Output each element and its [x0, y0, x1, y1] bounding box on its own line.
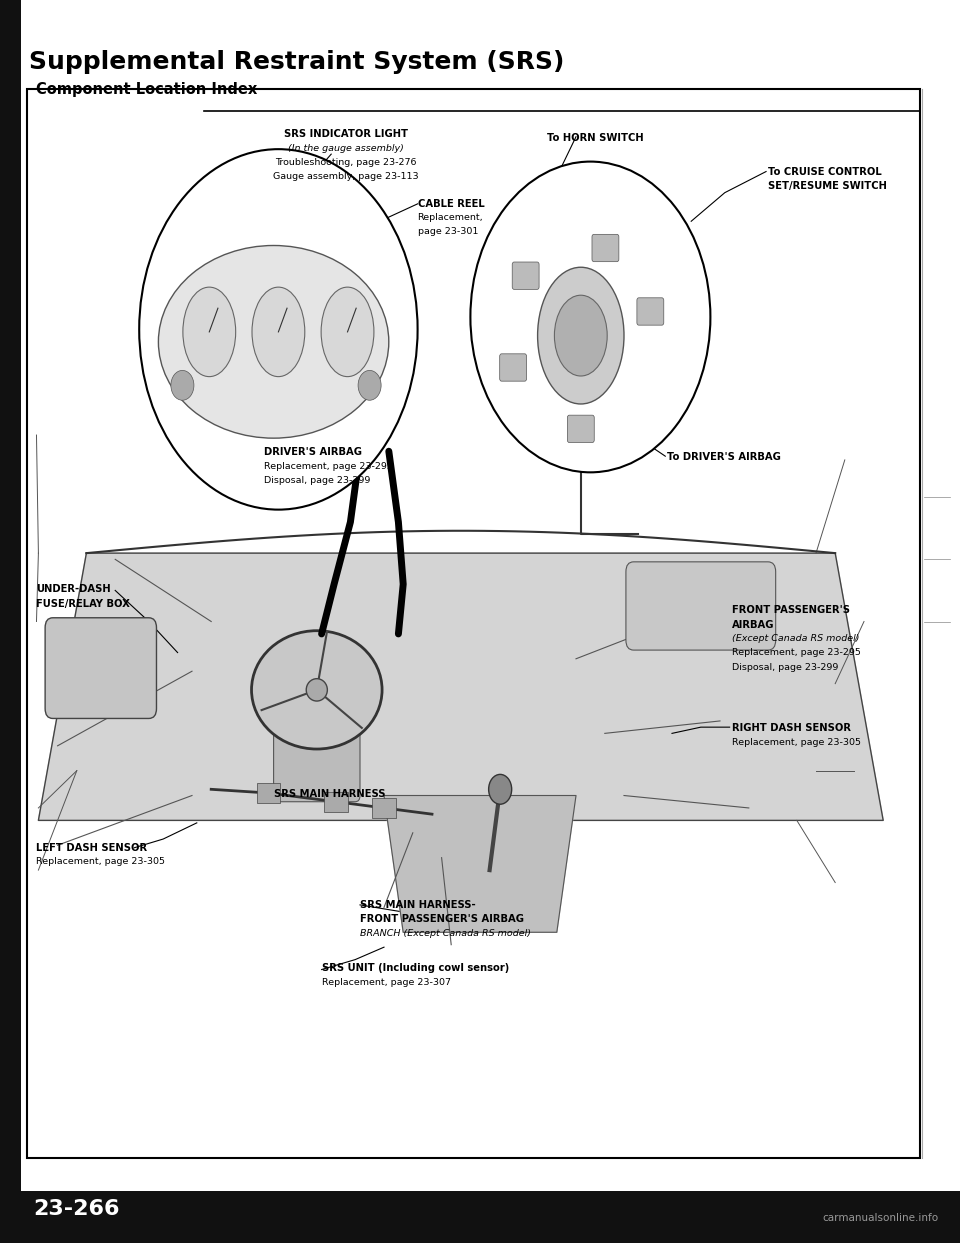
Text: AIRBAG: AIRBAG: [732, 620, 774, 630]
Text: Disposal, page 23-299: Disposal, page 23-299: [732, 663, 838, 671]
Circle shape: [470, 162, 710, 472]
Text: (Except Canada RS model): (Except Canada RS model): [732, 634, 859, 643]
Text: LEFT DASH SENSOR: LEFT DASH SENSOR: [36, 843, 148, 853]
FancyBboxPatch shape: [567, 415, 594, 443]
Text: SRS MAIN HARNESS-: SRS MAIN HARNESS-: [360, 900, 475, 910]
FancyBboxPatch shape: [592, 235, 619, 262]
Polygon shape: [384, 796, 576, 932]
Text: To CRUISE CONTROL: To CRUISE CONTROL: [768, 167, 881, 177]
Text: page 23-301: page 23-301: [418, 227, 478, 236]
FancyBboxPatch shape: [636, 298, 663, 326]
Circle shape: [171, 370, 194, 400]
Ellipse shape: [252, 630, 382, 750]
Circle shape: [139, 149, 418, 510]
Ellipse shape: [158, 246, 389, 439]
Ellipse shape: [182, 287, 235, 377]
Text: 23-266: 23-266: [34, 1199, 120, 1219]
Text: DRIVER'S AIRBAG: DRIVER'S AIRBAG: [264, 447, 362, 457]
Ellipse shape: [321, 287, 373, 377]
Text: UNDER-DASH: UNDER-DASH: [36, 584, 111, 594]
Text: carmanualsonline.info: carmanualsonline.info: [823, 1213, 939, 1223]
FancyBboxPatch shape: [500, 354, 527, 382]
Text: Component Location Index: Component Location Index: [36, 82, 257, 97]
Bar: [0, 0, 21, 1191]
Text: SRS UNIT (Including cowl sensor): SRS UNIT (Including cowl sensor): [322, 963, 509, 973]
Ellipse shape: [555, 296, 607, 377]
Ellipse shape: [306, 679, 327, 701]
Text: FRONT PASSENGER'S: FRONT PASSENGER'S: [732, 605, 850, 615]
Circle shape: [358, 370, 381, 400]
Text: To HORN SWITCH: To HORN SWITCH: [547, 133, 643, 143]
Text: Replacement, page 23-307: Replacement, page 23-307: [322, 977, 450, 987]
Bar: [324, 792, 348, 812]
Text: RIGHT DASH SENSOR: RIGHT DASH SENSOR: [732, 723, 851, 733]
Text: Gauge assembly, page 23-113: Gauge assembly, page 23-113: [273, 172, 419, 181]
Text: FUSE/RELAY BOX: FUSE/RELAY BOX: [36, 598, 131, 609]
Bar: [0, 1191, 960, 1243]
Bar: [372, 798, 396, 818]
FancyBboxPatch shape: [274, 727, 360, 802]
Text: CABLE REEL: CABLE REEL: [418, 199, 485, 209]
Text: SRS INDICATOR LIGHT: SRS INDICATOR LIGHT: [283, 129, 408, 139]
FancyBboxPatch shape: [513, 262, 540, 290]
Text: FRONT PASSENGER'S AIRBAG: FRONT PASSENGER'S AIRBAG: [360, 915, 524, 925]
Text: SRS MAIN HARNESS: SRS MAIN HARNESS: [274, 789, 385, 799]
Text: Disposal, page 23-299: Disposal, page 23-299: [264, 476, 371, 485]
Polygon shape: [38, 553, 883, 820]
Ellipse shape: [538, 267, 624, 404]
Text: BRANCH (Except Canada RS model): BRANCH (Except Canada RS model): [360, 929, 531, 937]
Text: Replacement, page 23-305: Replacement, page 23-305: [732, 738, 860, 747]
Text: SET/RESUME SWITCH: SET/RESUME SWITCH: [768, 180, 887, 191]
FancyBboxPatch shape: [626, 562, 776, 650]
Text: (In the gauge assembly): (In the gauge assembly): [288, 143, 403, 153]
Text: Supplemental Restraint System (SRS): Supplemental Restraint System (SRS): [29, 50, 564, 73]
Ellipse shape: [252, 287, 304, 377]
Text: Replacement,: Replacement,: [418, 214, 483, 222]
Circle shape: [489, 774, 512, 804]
FancyBboxPatch shape: [45, 618, 156, 718]
Text: To DRIVER'S AIRBAG: To DRIVER'S AIRBAG: [667, 452, 781, 462]
Text: Replacement, page 23-305: Replacement, page 23-305: [36, 858, 165, 866]
Bar: [27, 89, 920, 1158]
Text: Troubleshooting, page 23-276: Troubleshooting, page 23-276: [275, 158, 417, 167]
Text: Replacement, page 23-295: Replacement, page 23-295: [264, 461, 393, 471]
Text: Replacement, page 23-295: Replacement, page 23-295: [732, 649, 860, 658]
Bar: [257, 783, 280, 803]
